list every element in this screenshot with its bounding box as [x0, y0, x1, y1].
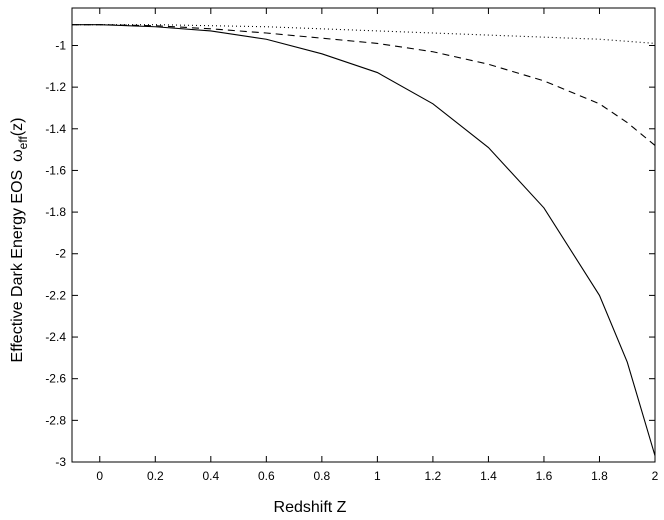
y-tick-label: -1.6 — [45, 163, 66, 177]
x-tick-label: 1.8 — [591, 469, 608, 483]
x-tick-label: 0 — [96, 469, 103, 483]
x-tick-label: 1.2 — [425, 469, 442, 483]
plot-frame — [71, 7, 656, 463]
x-tick-label: 2 — [652, 469, 659, 483]
y-tick-label: -2 — [55, 247, 66, 261]
y-tick-label: -1.2 — [45, 80, 66, 94]
y-tick-label: -2.4 — [45, 330, 66, 344]
x-tick-label: 0.6 — [258, 469, 275, 483]
y-tick-label: -1.4 — [45, 122, 66, 136]
y-axis-label: Effective Dark Energy EOS ωeff(z) — [9, 118, 30, 363]
y-tick-label: -2.2 — [45, 288, 66, 302]
line-series — [72, 24, 656, 146]
x-tick-label: 1.4 — [480, 469, 497, 483]
y-tick-label: -3 — [55, 455, 66, 469]
x-tick-label: 0.8 — [314, 469, 331, 483]
y-tick-label: -1.8 — [45, 205, 66, 219]
y-tick-label: -2.8 — [45, 413, 66, 427]
y-tick-label: -2.6 — [45, 372, 66, 386]
x-tick-label: 1 — [374, 469, 381, 483]
y-label-text: Effective Dark Energy EOS — [9, 170, 26, 363]
x-tick-label: 0.4 — [202, 469, 219, 483]
y-label-subscript: eff — [16, 136, 30, 150]
x-tick-label: 0.2 — [147, 469, 164, 483]
x-tick-label: 1.6 — [536, 469, 553, 483]
x-axis-label: Redshift Z — [274, 499, 347, 516]
line-series — [72, 24, 656, 456]
y-label-suffix: (z) — [9, 118, 26, 137]
y-tick-label: -1 — [55, 38, 66, 52]
y-label-symbol: ω — [9, 149, 26, 162]
